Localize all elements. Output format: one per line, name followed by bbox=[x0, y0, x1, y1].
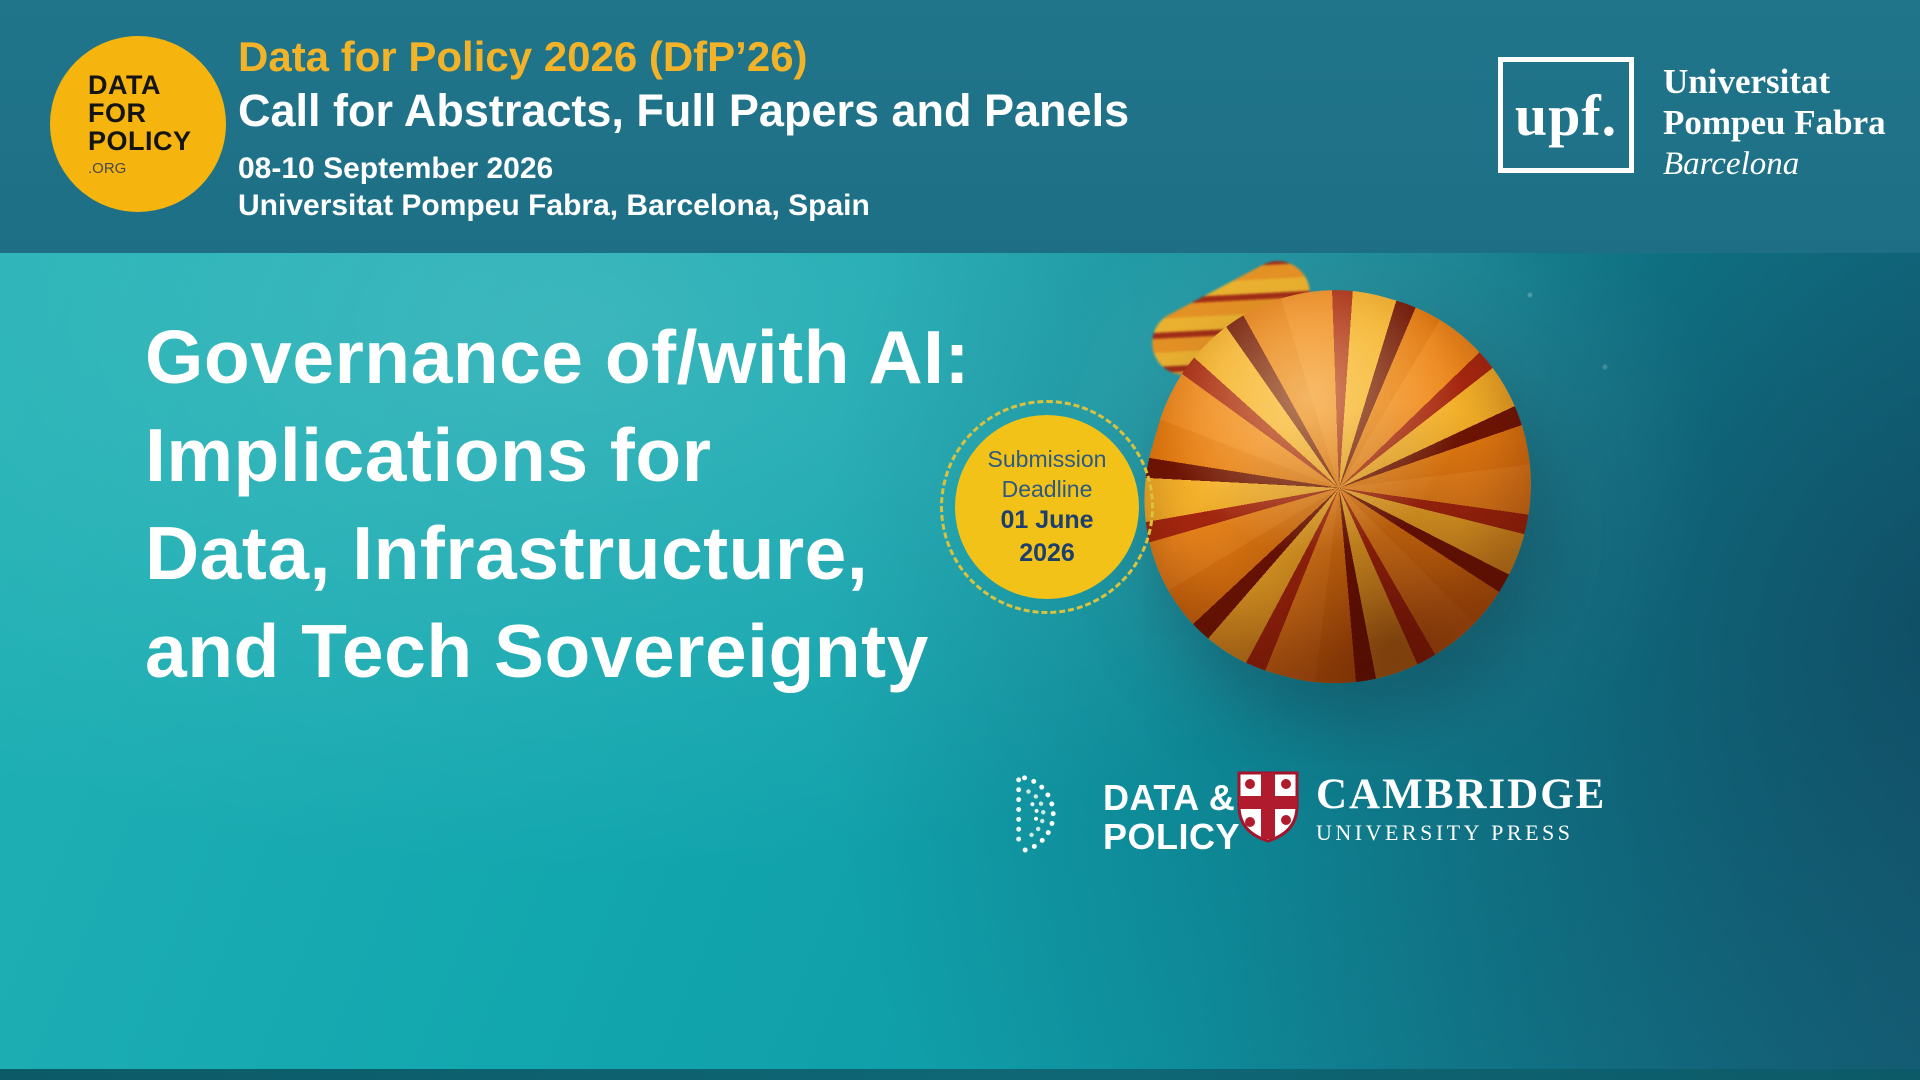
logo-word-policy: POLICY bbox=[88, 126, 192, 157]
data-policy-line1: DATA & bbox=[1103, 776, 1236, 818]
header-band: DATA FOR POLICY .ORG Data for Policy 202… bbox=[0, 0, 1920, 253]
cambridge-shield-icon bbox=[1236, 770, 1300, 849]
headline-line-1: Governance of/with AI: bbox=[145, 315, 970, 399]
badge-deadline-label: Deadline bbox=[1001, 475, 1093, 502]
upf-city: Barcelona bbox=[1663, 145, 1800, 182]
data-policy-lockup: DATA & POLICY bbox=[1003, 770, 1240, 863]
deadline-badge-ring: Submission Deadline 01 June 2026 bbox=[940, 400, 1154, 614]
upf-name-line1: Universitat bbox=[1663, 62, 1831, 101]
cambridge-wordmark: CAMBRIDGE UNIVERSITY PRESS bbox=[1316, 773, 1606, 846]
cambridge-lockup: CAMBRIDGE UNIVERSITY PRESS bbox=[1236, 770, 1606, 849]
deadline-badge: Submission Deadline 01 June 2026 bbox=[955, 415, 1139, 599]
upf-logo-box: upf. bbox=[1498, 57, 1634, 173]
data-policy-line2: POLICY bbox=[1103, 815, 1241, 857]
conference-venue: Universitat Pompeu Fabra, Barcelona, Spa… bbox=[238, 189, 870, 223]
upf-wordmark: upf. bbox=[1514, 82, 1618, 148]
cambridge-line1: CAMBRIDGE bbox=[1316, 771, 1607, 818]
call-for-papers-subtitle: Call for Abstracts, Full Papers and Pane… bbox=[238, 85, 1130, 137]
data-for-policy-logo: DATA FOR POLICY .ORG bbox=[50, 36, 226, 212]
logo-word-data: DATA bbox=[88, 69, 161, 100]
badge-date-line1: 01 June bbox=[1000, 506, 1094, 535]
data-policy-wordmark: DATA & POLICY bbox=[1103, 778, 1240, 856]
bottom-strip-decoration bbox=[0, 1069, 1920, 1080]
logo-word-for: FOR bbox=[88, 97, 147, 128]
headline-line-2: Implications for bbox=[145, 413, 712, 497]
logo-org-suffix: .ORG bbox=[88, 160, 127, 178]
conference-title: Data for Policy 2026 (DfP’26) bbox=[238, 33, 808, 80]
badge-date-line2: 2026 bbox=[1019, 538, 1075, 567]
header-text-block: Data for Policy 2026 (DfP’26) Call for A… bbox=[238, 33, 1130, 224]
cambridge-line2: UNIVERSITY PRESS bbox=[1316, 820, 1574, 845]
upf-name-line2: Pompeu Fabra bbox=[1663, 102, 1886, 142]
upf-name-block: Universitat Pompeu Fabra Barcelona bbox=[1663, 62, 1886, 185]
theme-headline: Governance of/with AI: Implications for … bbox=[145, 308, 970, 700]
badge-submission-label: Submission bbox=[987, 445, 1107, 472]
headline-line-3: Data, Infrastructure, bbox=[145, 511, 869, 595]
conference-dates: 08-10 September 2026 bbox=[238, 151, 554, 185]
headline-line-4: and Tech Sovereignty bbox=[145, 609, 929, 693]
data-policy-dotted-arc-icon bbox=[1003, 770, 1091, 863]
